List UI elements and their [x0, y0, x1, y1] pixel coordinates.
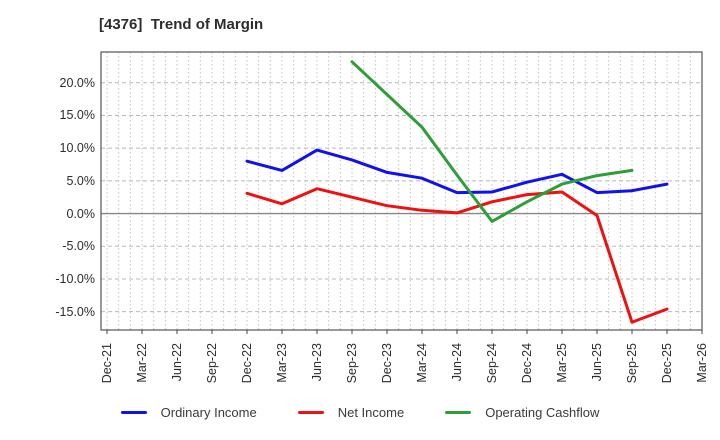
y-axis-label: 0.0%	[66, 206, 96, 221]
chart-title: [4376] Trend of Margin	[99, 16, 264, 33]
series-line-operating-cashflow	[350, 60, 634, 223]
x-axis-label: Dec-22	[240, 343, 254, 384]
legend-swatch	[445, 411, 472, 414]
legend-item-operating-cashflow: Operating Cashflow	[445, 405, 599, 420]
x-tick-marks	[106, 330, 703, 334]
y-axis-label: 5.0%	[66, 173, 96, 188]
x-axis-label: Dec-24	[520, 343, 534, 384]
x-axis-label: Mar-25	[555, 343, 569, 383]
legend-label: Net Income	[337, 405, 405, 420]
legend-swatch	[297, 411, 324, 414]
y-axis-label: 15.0%	[59, 108, 95, 123]
x-axis-label: Jun-23	[310, 343, 324, 382]
x-axis-label: Jun-25	[590, 343, 604, 382]
plot-border	[100, 51, 703, 331]
legend-swatch	[120, 411, 147, 414]
series-line-net-income	[245, 187, 669, 324]
horizontal-gridlines	[101, 82, 702, 313]
series-line-ordinary-income	[245, 148, 669, 195]
x-axis-label: Jun-22	[170, 343, 184, 382]
legend-label: Ordinary Income	[160, 405, 257, 420]
x-axis-label: Dec-23	[380, 343, 394, 384]
x-axis-label: Sep-25	[625, 343, 639, 384]
y-axis-label: -10.0%	[55, 271, 95, 286]
y-axis-label: 10.0%	[59, 141, 95, 156]
chart-legend: Ordinary Income Net Income Operating Cashf…	[0, 405, 720, 420]
x-axis-label: Dec-25	[660, 343, 674, 384]
x-axis-label: Dec-21	[100, 343, 114, 384]
x-axis-label: Sep-22	[205, 343, 219, 384]
legend-label: Operating Cashflow	[485, 405, 600, 420]
x-axis-label: Mar-24	[415, 343, 429, 383]
legend-item-net-income: Net Income	[297, 405, 405, 420]
y-axis-label: -15.0%	[55, 304, 95, 319]
legend-item-ordinary-income: Ordinary Income	[120, 405, 257, 420]
x-axis-label: Mar-22	[135, 343, 149, 383]
y-axis-label: 20.0%	[59, 75, 95, 90]
x-axis-label: Mar-26	[695, 343, 709, 383]
y-axis-label: -5.0%	[62, 239, 95, 254]
x-axis-label: Sep-24	[485, 343, 499, 384]
x-axis-label: Mar-23	[275, 343, 289, 383]
x-axis-label: Sep-23	[345, 343, 359, 384]
x-axis-label: Jun-24	[450, 343, 464, 382]
